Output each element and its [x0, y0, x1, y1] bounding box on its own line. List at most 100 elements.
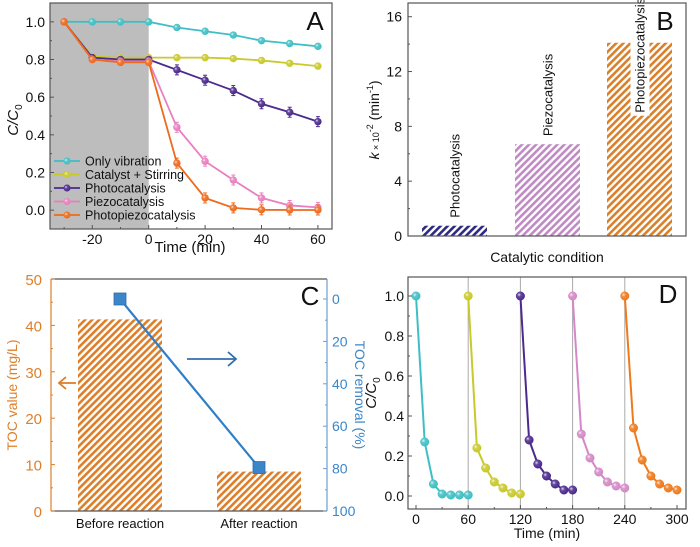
x-tick-label: 300 [665, 511, 689, 527]
data-point [568, 485, 578, 495]
x-tick-label: 180 [561, 511, 585, 527]
data-point [637, 455, 647, 465]
panel-a-ylabel: C/C0 [5, 104, 25, 136]
series-photopiezocatalysis [60, 18, 322, 216]
data-point [655, 479, 665, 489]
data-point [420, 437, 430, 447]
panel-d-ylabel: C/C0 [363, 377, 383, 409]
data-point [463, 490, 473, 500]
legend-label: Catalyst + Stirring [85, 168, 184, 182]
x-tick-label: 0 [145, 231, 153, 247]
arrow-left-annotation [57, 376, 76, 390]
x-tick-label: 120 [509, 511, 533, 527]
series-line [467, 295, 521, 495]
y-tick-label-left: 10 [25, 458, 42, 475]
bar-piezocatalysis: Piezocatalysis [515, 53, 580, 236]
data-point [201, 27, 209, 35]
y-tick-label: 0.4 [26, 127, 46, 143]
panel-b-xlabel: Catalytic condition [490, 249, 604, 265]
y-tick-label: 0.0 [385, 488, 405, 504]
data-point [116, 58, 125, 67]
bar-photocatalysis: Photocatalysis [422, 133, 487, 236]
series-line [63, 21, 318, 211]
data-point [559, 485, 569, 495]
data-point [533, 459, 543, 469]
y-tick-label: 1.0 [26, 14, 46, 30]
bar [78, 319, 162, 511]
data-point [411, 291, 421, 301]
legend-label: Photopiezocatalysis [85, 209, 195, 223]
x-tick-label: 40 [254, 231, 270, 247]
data-point [314, 62, 322, 70]
data-point [550, 479, 560, 489]
y-tick-label: 0.8 [26, 52, 46, 68]
toc-removal-marker [252, 461, 266, 474]
legend-label: Piezocatalysis [85, 195, 164, 209]
series-line [63, 21, 319, 123]
y-tick-label-right: 20 [332, 333, 348, 349]
data-point [173, 159, 181, 167]
data-point [454, 490, 464, 500]
y-tick-label: 0.6 [385, 368, 405, 384]
y-tick-label: 0.8 [385, 328, 405, 344]
toc-removal-line [119, 298, 260, 469]
legend-swatch-marker [63, 171, 71, 179]
series-cycle-4 [568, 291, 630, 493]
legend-item: Only vibration [54, 155, 161, 169]
y-tick-label: 0.6 [26, 89, 46, 105]
legend-label: Photocatalysis [85, 182, 166, 196]
series-line [571, 295, 626, 489]
panel-d: 0 60 120 180 240 300 0.0 0.2 0.4 0.6 0.8 1.0 D Time… [363, 276, 689, 541]
data-point [489, 477, 499, 487]
data-point [116, 18, 125, 26]
y-tick-label-left: 50 [25, 272, 42, 289]
legend-swatch-marker [63, 198, 71, 206]
x-tick-label: 0 [412, 511, 420, 527]
panel-c-letter: C [301, 281, 320, 311]
toc-removal-marker [113, 292, 127, 306]
data-point [515, 489, 525, 499]
y-tick-label-right: 100 [332, 503, 356, 519]
data-point [437, 489, 447, 499]
legend-swatch-marker [63, 211, 71, 219]
data-point [257, 56, 266, 65]
data-point [173, 23, 181, 32]
x-tick-label: 240 [613, 511, 637, 527]
panel-d-xlabel: Time (min) [514, 525, 580, 541]
legend-label: Only vibration [85, 155, 161, 169]
data-point [229, 31, 238, 39]
data-point [88, 18, 97, 26]
data-point [463, 291, 473, 301]
data-point [173, 53, 181, 62]
series-cycle-3 [515, 291, 578, 495]
data-point [229, 204, 238, 212]
x-tick-label: 60 [310, 231, 326, 247]
data-point [257, 194, 266, 202]
y-tick-label-right: 0 [332, 291, 340, 307]
data-point [229, 86, 238, 95]
y-tick-label-left: 30 [25, 365, 42, 382]
legend-item: Photopiezocatalysis [54, 209, 195, 223]
data-point [515, 291, 525, 301]
y-tick-label: 0.2 [385, 448, 405, 464]
y-tick-label: 12 [386, 64, 402, 80]
series-line [415, 295, 469, 496]
x-tick-label: 20 [197, 231, 213, 247]
data-point [585, 453, 595, 463]
y-tick-label-right: 40 [332, 376, 348, 392]
y-tick-label-left: 40 [25, 318, 42, 335]
y-tick-label: 8 [394, 118, 402, 134]
y-tick-label-left: 0 [34, 504, 42, 521]
data-point [201, 53, 209, 62]
data-point [145, 58, 153, 67]
series-line [63, 21, 318, 67]
y-tick-label: 4 [394, 173, 402, 189]
data-point [60, 18, 68, 26]
data-point [602, 477, 612, 487]
data-point [314, 206, 322, 214]
x-tick-label: -20 [82, 231, 102, 247]
data-point [611, 481, 621, 491]
data-point [286, 59, 294, 67]
